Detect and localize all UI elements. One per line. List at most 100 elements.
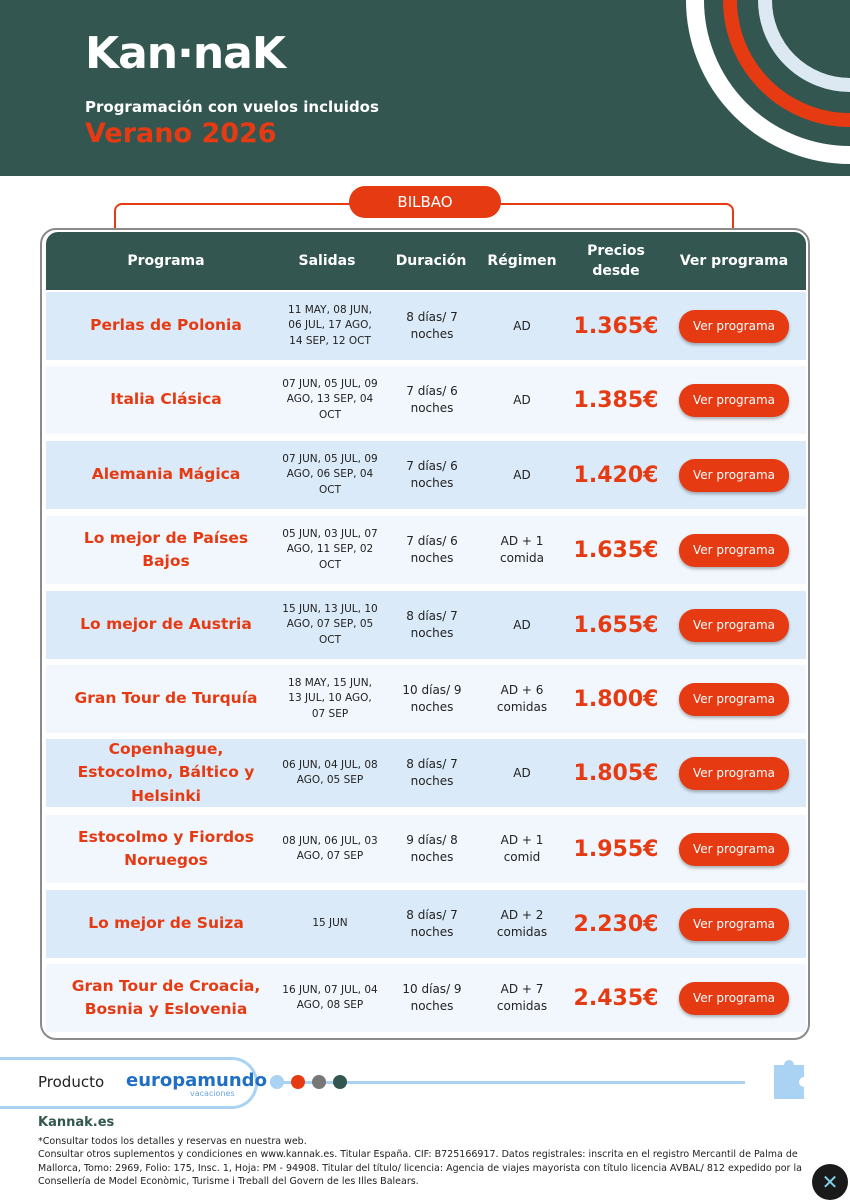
subtitle: Programación con vuelos incluidos [85, 98, 379, 116]
table-row: Alemania Mágica 07 JUN, 05 JUL, 09 AGO, … [46, 441, 806, 509]
program-name: Estocolmo y Fiordos Noruegos [78, 827, 254, 869]
col-programa: Programa [127, 252, 205, 269]
table-row: Lo mejor de Suiza 15 JUN 8 días/ 7 noche… [46, 890, 806, 958]
table-row: Gran Tour de Turquía 18 MAY, 15 JUN, 13 … [46, 665, 806, 733]
dot-green [333, 1075, 347, 1089]
col-salidas: Salidas [298, 252, 356, 269]
price: 1.800€ [573, 686, 659, 712]
duration: 7 días/ 6 noches [406, 534, 458, 565]
dot-blue [270, 1075, 284, 1089]
legal: Consultar otros suplementos y condicione… [38, 1149, 802, 1188]
site-link[interactable]: Kannak.es [38, 1115, 115, 1130]
col-duracion: Duración [395, 252, 467, 269]
table-row: Perlas de Polonia 11 MAY, 08 JUN, 06 JUL… [46, 292, 806, 360]
price: 1.420€ [573, 462, 659, 488]
ver-programa-button[interactable]: Ver programa [679, 309, 789, 343]
note: *Consultar todos los detalles y reservas… [38, 1136, 307, 1147]
departure-dates: 08 JUN, 06 JUL, 03 AGO, 07 SEP [282, 834, 378, 862]
departure-dates: 15 JUN [312, 917, 348, 930]
decorative-arcs [686, 0, 850, 164]
col-regimen: Régimen [487, 252, 557, 269]
table-header: Programa Salidas Duración Régimen Precio… [46, 232, 806, 290]
header-banner: Kan·naK Programación con vuelos incluido… [0, 0, 850, 176]
duration: 7 días/ 6 noches [406, 459, 458, 490]
price: 1.655€ [573, 612, 659, 638]
regime: AD [513, 617, 531, 632]
ver-programa-button[interactable]: Ver programa [679, 756, 789, 790]
table-row: Lo mejor de Austria 15 JUN, 13 JUL, 10 A… [46, 591, 806, 659]
regime: AD + 7 comidas [496, 982, 548, 1013]
regime: AD [513, 392, 531, 407]
table-row: Gran Tour de Croacia, Bosnia y Eslovenia… [46, 964, 806, 1032]
ver-programa-button[interactable]: Ver programa [679, 533, 789, 567]
departure-dates: 16 JUN, 07 JUL, 04 AGO, 08 SEP [282, 983, 378, 1011]
col-ver: Ver programa [679, 252, 789, 269]
regime: AD + 2 comidas [496, 908, 548, 939]
ver-programa-button[interactable]: Ver programa [679, 682, 789, 716]
producto-pill [0, 1057, 258, 1109]
program-name: Lo mejor de Austria [80, 615, 252, 634]
departure-dates: 07 JUN, 05 JUL, 09 AGO, 06 SEP, 04 OCT [282, 453, 378, 496]
price: 2.435€ [573, 985, 659, 1011]
regime: AD + 1 comid [500, 833, 544, 864]
price: 1.385€ [573, 387, 659, 413]
departure-dates: 18 MAY, 15 JUN, 13 JUL, 10 AGO, 07 SEP [288, 677, 372, 720]
duration: 8 días/ 7 noches [406, 908, 458, 939]
program-name: Perlas de Polonia [90, 316, 242, 335]
regime: AD + 1 comida [500, 534, 544, 565]
legal-text: *Consultar todos los detalles y reservas… [38, 1135, 808, 1189]
departure-dates: 05 JUN, 03 JUL, 07 AGO, 11 SEP, 02 OCT [282, 528, 378, 571]
season-title: Verano 2026 [85, 118, 277, 149]
regime: AD [513, 765, 531, 780]
program-name: Lo mejor de Países Bajos [83, 528, 249, 570]
puzzle-icon [774, 1059, 804, 1099]
duration: 10 días/ 9 noches [402, 683, 462, 714]
price: 1.955€ [573, 836, 659, 862]
table-row: Estocolmo y Fiordos Noruegos 08 JUN, 06 … [46, 815, 806, 883]
program-name: Lo mejor de Suiza [88, 914, 244, 933]
producto-label: Producto [38, 1073, 105, 1091]
regime: AD + 6 comidas [496, 683, 548, 714]
ver-programa-button[interactable]: Ver programa [679, 981, 789, 1015]
partner-name: europamundo [126, 1070, 267, 1091]
city-label: BILBAO [349, 186, 501, 218]
program-table: Programa Salidas Duración Régimen Precio… [40, 228, 810, 1040]
table-row: Lo mejor de Países Bajos 05 JUN, 03 JUL,… [46, 516, 806, 584]
duration: 7 días/ 6 noches [406, 384, 458, 415]
price: 1.635€ [573, 537, 659, 563]
ver-programa-button[interactable]: Ver programa [679, 832, 789, 866]
table-row: Italia Clásica 07 JUN, 05 JUL, 09 AGO, 1… [46, 366, 806, 434]
departure-dates: 07 JUN, 05 JUL, 09 AGO, 13 SEP, 04 OCT [282, 378, 378, 421]
ver-programa-button[interactable]: Ver programa [679, 383, 789, 417]
regime: AD [513, 318, 531, 333]
program-name: Alemania Mágica [91, 465, 241, 484]
ver-programa-button[interactable]: Ver programa [679, 608, 789, 642]
ver-programa-button[interactable]: Ver programa [679, 907, 789, 941]
duration: 9 días/ 8 noches [406, 833, 458, 864]
duration: 10 días/ 9 noches [402, 982, 462, 1013]
duration: 8 días/ 7 noches [406, 609, 458, 640]
regime: AD [513, 467, 531, 482]
departure-dates: 06 JUN, 04 JUL, 08 AGO, 05 SEP [282, 758, 378, 786]
table-row: Copenhague, Estocolmo, Báltico y Helsink… [46, 739, 806, 807]
program-name: Italia Clásica [110, 390, 222, 409]
program-name: Gran Tour de Turquía [74, 689, 258, 708]
col-precios: Precios desde [587, 242, 645, 279]
dot-gray [312, 1075, 326, 1089]
program-name: Copenhague, Estocolmo, Báltico y Helsink… [77, 740, 255, 805]
partner-sub: vacaciones [190, 1089, 235, 1098]
dot-red [291, 1075, 305, 1089]
departure-dates: 15 JUN, 13 JUL, 10 AGO, 07 SEP, 05 OCT [282, 603, 378, 646]
price: 1.365€ [573, 313, 659, 339]
ver-programa-button[interactable]: Ver programa [679, 458, 789, 492]
price: 2.230€ [573, 911, 659, 937]
departure-dates: 11 MAY, 08 JUN, 06 JUL, 17 AGO, 14 SEP, … [288, 304, 372, 347]
app-badge-icon[interactable]: ✕ [812, 1164, 848, 1200]
decorative-line [270, 1081, 745, 1084]
program-name: Gran Tour de Croacia, Bosnia y Eslovenia [71, 976, 261, 1018]
price: 1.805€ [573, 760, 659, 786]
europamundo-logo: europamundo vacaciones [126, 1070, 267, 1098]
kannak-logo: Kan·naK [85, 28, 286, 79]
duration: 8 días/ 7 noches [406, 310, 458, 341]
duration: 8 días/ 7 noches [406, 757, 458, 788]
